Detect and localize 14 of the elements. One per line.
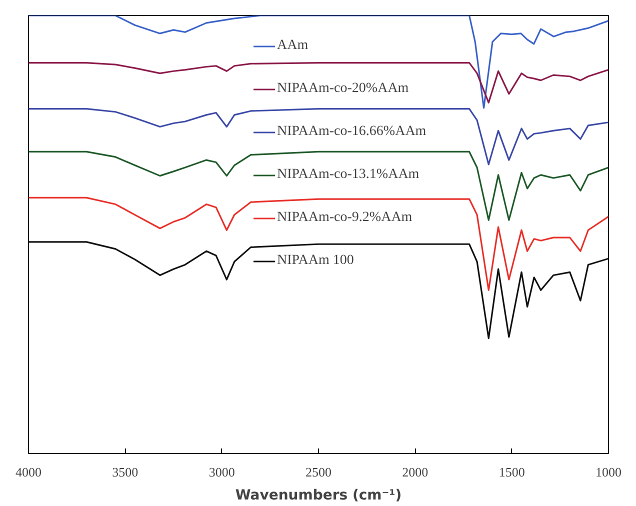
legend-label: AAm [277, 38, 308, 54]
x-tick-label: 1000 [596, 464, 622, 480]
x-tick-label: 1500 [498, 464, 525, 480]
x-tick-label: 2000 [402, 464, 428, 480]
legend-label: NIPAAm-co-13.1%AAm [277, 167, 420, 183]
legend-label: NIPAAm-co-16.66%AAm [277, 124, 426, 140]
legend-label: NIPAAm 100 [277, 253, 354, 269]
x-axis-title: Wavenumbers (cm⁻¹) [235, 488, 402, 504]
x-tick-label: 2500 [306, 464, 332, 480]
legend-label: NIPAAm-co-9.2%AAm [277, 210, 412, 226]
x-tick-label: 4000 [16, 464, 42, 480]
legend-label: NIPAAm-co-20%AAm [277, 81, 409, 97]
x-tick-label: 3500 [112, 464, 138, 480]
x-tick-label: 3000 [208, 464, 235, 480]
